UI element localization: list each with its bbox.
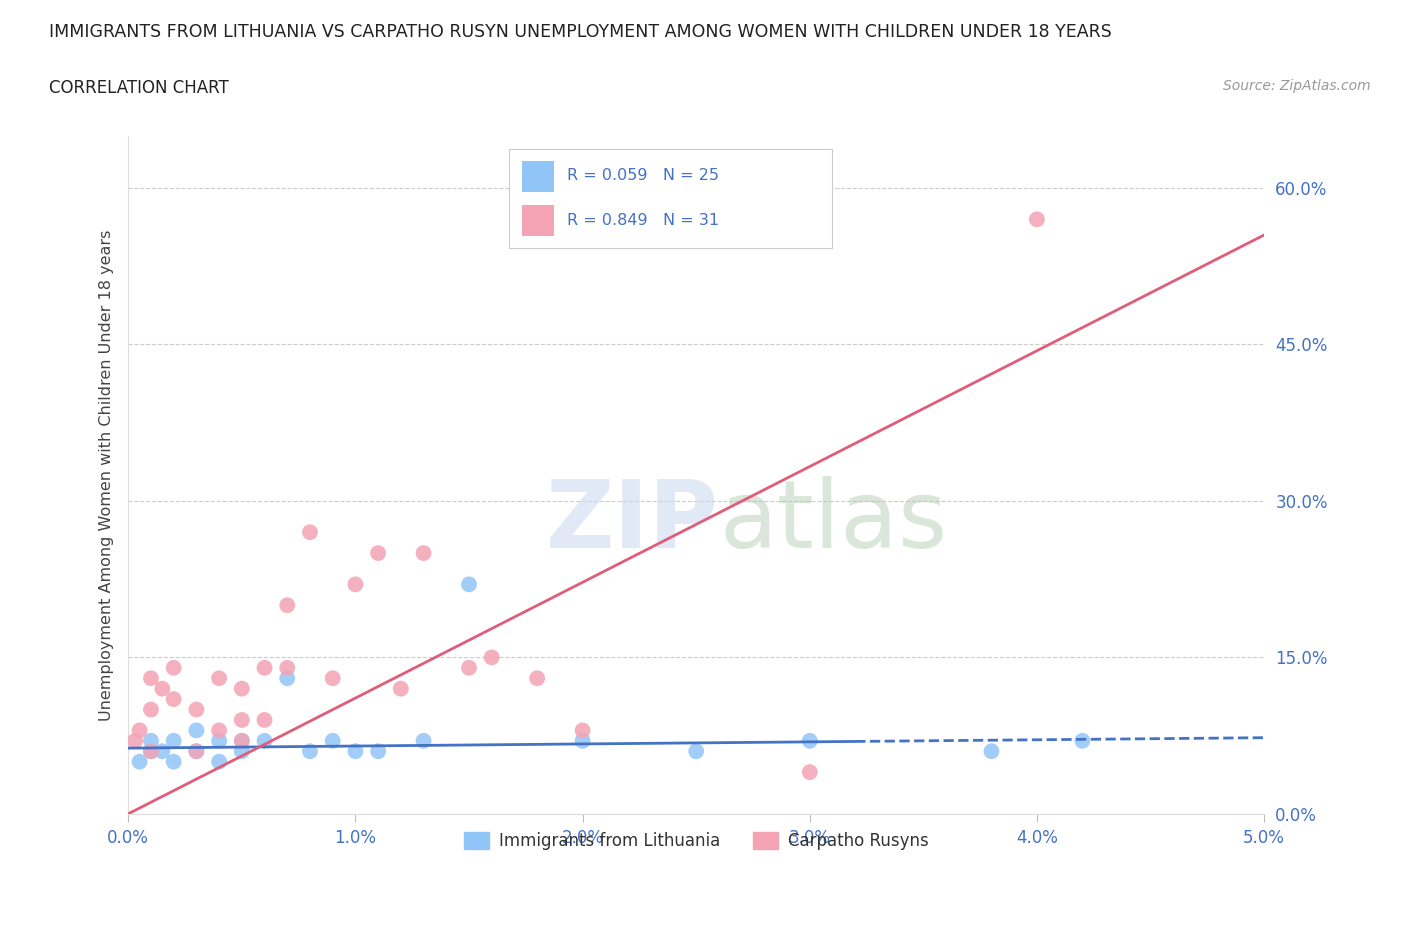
Point [799,764,821,779]
Point [344,744,367,759]
Point [139,744,162,759]
Point [253,712,276,727]
Point [276,671,298,685]
Point [186,723,208,737]
Point [186,744,208,759]
Point [322,671,344,685]
Point [139,734,162,749]
Point [1026,212,1049,227]
Point [367,546,389,561]
Point [799,734,821,749]
Text: atlas: atlas [718,476,948,568]
Text: CORRELATION CHART: CORRELATION CHART [49,79,229,97]
Text: IMMIGRANTS FROM LITHUANIA VS CARPATHO RUSYN UNEMPLOYMENT AMONG WOMEN WITH CHILDR: IMMIGRANTS FROM LITHUANIA VS CARPATHO RU… [49,23,1112,41]
Point [163,692,186,707]
Point [128,723,150,737]
Point [163,734,186,749]
Point [231,712,253,727]
Point [150,682,173,697]
Point [322,734,344,749]
Point [389,682,412,697]
Point [980,744,1002,759]
Legend: Immigrants from Lithuania, Carpatho Rusyns: Immigrants from Lithuania, Carpatho Rusy… [457,825,935,857]
Point [298,525,321,539]
Point [458,577,481,591]
Point [526,671,548,685]
Point [412,546,434,561]
Point [139,744,162,759]
Text: Source: ZipAtlas.com: Source: ZipAtlas.com [1223,79,1371,93]
Point [163,660,186,675]
Point [231,682,253,697]
Point [139,702,162,717]
Point [231,734,253,749]
Point [186,702,208,717]
Point [253,734,276,749]
Y-axis label: Unemployment Among Women with Children Under 18 years: Unemployment Among Women with Children U… [100,229,114,721]
Point [276,598,298,613]
Point [150,744,173,759]
Point [208,671,231,685]
Point [276,660,298,675]
Point [208,754,231,769]
Point [685,744,707,759]
Point [571,723,593,737]
Point [124,734,146,749]
Point [298,744,321,759]
Point [1071,734,1094,749]
Point [571,734,593,749]
Point [458,660,481,675]
Point [128,754,150,769]
Point [253,660,276,675]
Point [231,734,253,749]
Point [208,734,231,749]
Point [163,754,186,769]
Point [412,734,434,749]
Point [344,577,367,591]
Text: ZIP: ZIP [546,476,718,568]
Point [481,650,503,665]
Point [139,671,162,685]
Point [367,744,389,759]
Point [186,744,208,759]
Point [231,744,253,759]
Point [208,723,231,737]
